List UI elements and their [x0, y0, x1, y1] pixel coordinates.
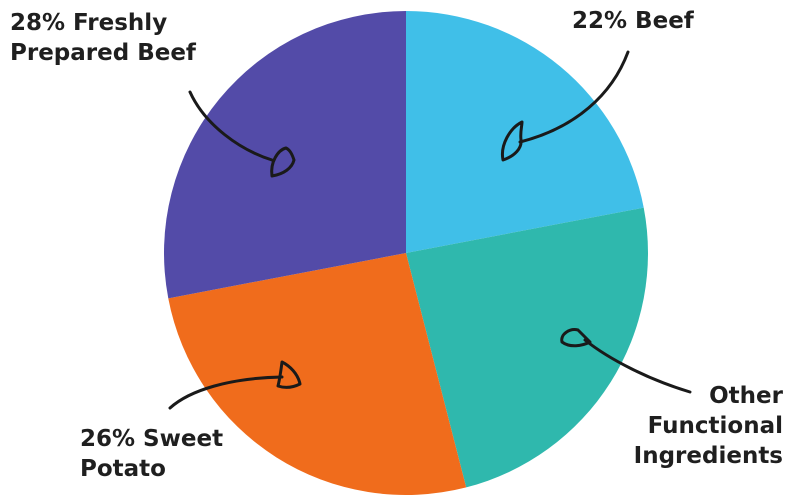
- arrow-other: [583, 338, 692, 394]
- arrowhead-freshly-prepared: [270, 146, 296, 178]
- arrow-sweet-potato: [168, 375, 284, 410]
- arrowhead-other: [560, 328, 592, 348]
- label-sweet-potato: 26% Sweet Potato: [80, 424, 223, 484]
- label-freshly-prepared-beef: 28% Freshly Prepared Beef: [10, 8, 196, 68]
- label-other-functional-ingredients: Other Functional Ingredients: [634, 381, 783, 471]
- label-line: Other: [709, 383, 783, 409]
- label-line: Functional: [647, 413, 783, 439]
- label-line: Ingredients: [633, 443, 783, 469]
- arrow-beef: [518, 50, 630, 144]
- label-line: Prepared Beef: [10, 40, 196, 66]
- pie-slices: [164, 11, 648, 495]
- label-line: 28% Freshly: [10, 10, 168, 36]
- arrowhead-beef: [500, 120, 524, 162]
- arrow-freshly-prepared: [188, 90, 274, 162]
- slice-other-functional-ingredients: [406, 207, 648, 488]
- label-line: Potato: [80, 456, 166, 482]
- slice-sweet-potato: [168, 253, 467, 495]
- label-line: 22% Beef: [572, 8, 694, 34]
- slice-beef: [406, 11, 644, 253]
- label-line: 26% Sweet: [80, 426, 224, 452]
- arrowhead-sweet-potato: [276, 360, 302, 389]
- label-beef: 22% Beef: [572, 6, 694, 36]
- annotation-arrows: [168, 50, 692, 410]
- slice-freshly-prepared-beef: [164, 11, 406, 299]
